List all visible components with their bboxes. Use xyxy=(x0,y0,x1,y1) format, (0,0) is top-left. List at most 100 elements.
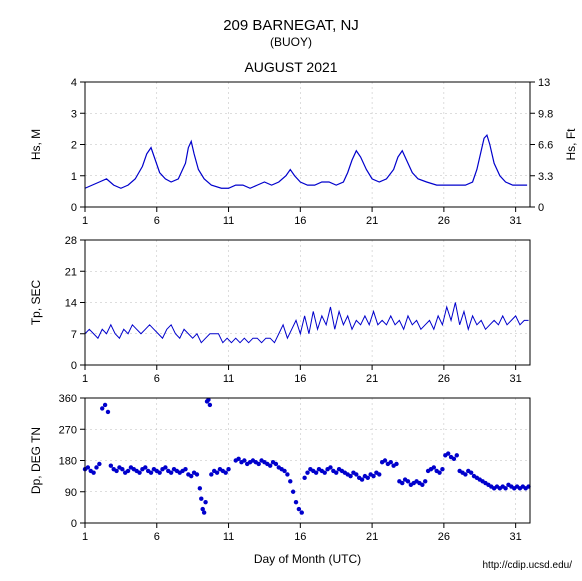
ylabel-right: Hs, Ft xyxy=(564,128,578,161)
data-point xyxy=(208,403,212,407)
data-point xyxy=(323,470,327,474)
ytick-label: 0 xyxy=(71,202,77,214)
ylabel-left: Hs, M xyxy=(29,129,43,160)
ytick-label: 14 xyxy=(65,298,77,310)
ytick-label: 360 xyxy=(59,393,77,405)
title-subtitle: (BUOY) xyxy=(270,35,312,49)
ytick-label: 21 xyxy=(65,266,77,278)
data-point xyxy=(297,507,301,511)
data-point xyxy=(120,467,124,471)
data-point xyxy=(463,472,467,476)
data-point xyxy=(285,472,289,476)
data-point xyxy=(189,474,193,478)
data-point xyxy=(300,510,304,514)
xtick-label: 26 xyxy=(438,531,450,543)
xtick-label: 1 xyxy=(82,373,88,385)
data-point xyxy=(103,403,107,407)
data-point xyxy=(114,469,118,473)
xtick-label: 11 xyxy=(223,215,234,227)
data-point xyxy=(354,472,358,476)
data-point xyxy=(469,470,473,474)
data-point xyxy=(163,465,167,469)
data-point xyxy=(183,467,187,471)
data-point xyxy=(291,490,295,494)
data-point xyxy=(394,462,398,466)
xlabel: Day of Month (UTC) xyxy=(254,552,361,566)
data-point xyxy=(282,469,286,473)
data-point xyxy=(334,470,338,474)
data-point xyxy=(199,496,203,500)
data-point xyxy=(223,470,227,474)
xtick-label: 26 xyxy=(438,373,450,385)
xtick-label: 16 xyxy=(294,531,306,543)
ytick-label: 90 xyxy=(65,487,77,499)
ytick-label: 0 xyxy=(71,518,77,530)
ytick-label: 28 xyxy=(65,235,77,247)
xtick-label: 26 xyxy=(438,215,450,227)
data-point xyxy=(455,453,459,457)
data-line xyxy=(85,303,529,343)
data-point xyxy=(383,458,387,462)
ytick-label-right: 9.8 xyxy=(538,108,553,120)
data-point xyxy=(169,470,173,474)
xtick-label: 6 xyxy=(154,531,160,543)
credit-text: http://cdip.ucsd.edu/ xyxy=(482,560,572,571)
data-point xyxy=(360,477,364,481)
data-point xyxy=(294,500,298,504)
xtick-label: 31 xyxy=(510,373,522,385)
data-point xyxy=(288,479,292,483)
ytick-label: 1 xyxy=(71,171,77,183)
xtick-label: 1 xyxy=(82,531,88,543)
ytick-label-right: 3.3 xyxy=(538,171,553,183)
chart-container: 209 BARNEGAT, NJ(BUOY)AUGUST 202101234Hs… xyxy=(0,0,582,581)
ytick-label: 180 xyxy=(59,456,77,468)
ytick-label: 270 xyxy=(59,424,77,436)
data-point xyxy=(137,470,141,474)
data-point xyxy=(143,465,147,469)
ytick-label-right: 13 xyxy=(538,77,550,89)
data-point xyxy=(274,462,278,466)
data-point xyxy=(109,464,113,468)
data-point xyxy=(305,470,309,474)
data-point xyxy=(149,470,153,474)
xtick-label: 11 xyxy=(223,373,234,385)
data-point xyxy=(328,465,332,469)
data-point xyxy=(314,470,318,474)
data-point xyxy=(195,472,199,476)
data-point xyxy=(86,465,90,469)
ylabel-left: Dp, DEG TN xyxy=(29,427,43,494)
xtick-label: 11 xyxy=(223,531,234,543)
data-point xyxy=(423,479,427,483)
data-point xyxy=(366,476,370,480)
data-point xyxy=(377,472,381,476)
data-point xyxy=(198,486,202,490)
xtick-label: 21 xyxy=(366,373,378,385)
data-line xyxy=(85,135,527,188)
xtick-label: 16 xyxy=(294,215,306,227)
title-period: AUGUST 2021 xyxy=(244,59,337,75)
data-point xyxy=(236,457,240,461)
xtick-label: 6 xyxy=(154,215,160,227)
ytick-label-right: 0 xyxy=(538,202,544,214)
ytick-label: 0 xyxy=(71,360,77,372)
xtick-label: 6 xyxy=(154,373,160,385)
data-point xyxy=(503,486,507,490)
data-point xyxy=(157,470,161,474)
data-point xyxy=(406,479,410,483)
data-point xyxy=(100,406,104,410)
xtick-label: 21 xyxy=(366,215,378,227)
data-point xyxy=(348,474,352,478)
data-point xyxy=(389,460,393,464)
data-point xyxy=(91,470,95,474)
chart-svg: 209 BARNEGAT, NJ(BUOY)AUGUST 202101234Hs… xyxy=(0,0,582,581)
data-point xyxy=(400,481,404,485)
data-point xyxy=(432,465,436,469)
xtick-label: 21 xyxy=(366,531,378,543)
data-point xyxy=(215,470,219,474)
xtick-label: 16 xyxy=(294,373,306,385)
data-point xyxy=(226,467,230,471)
ylabel-left: Tp, SEC xyxy=(29,280,43,326)
data-point xyxy=(437,470,441,474)
data-point xyxy=(256,462,260,466)
data-point xyxy=(126,469,130,473)
